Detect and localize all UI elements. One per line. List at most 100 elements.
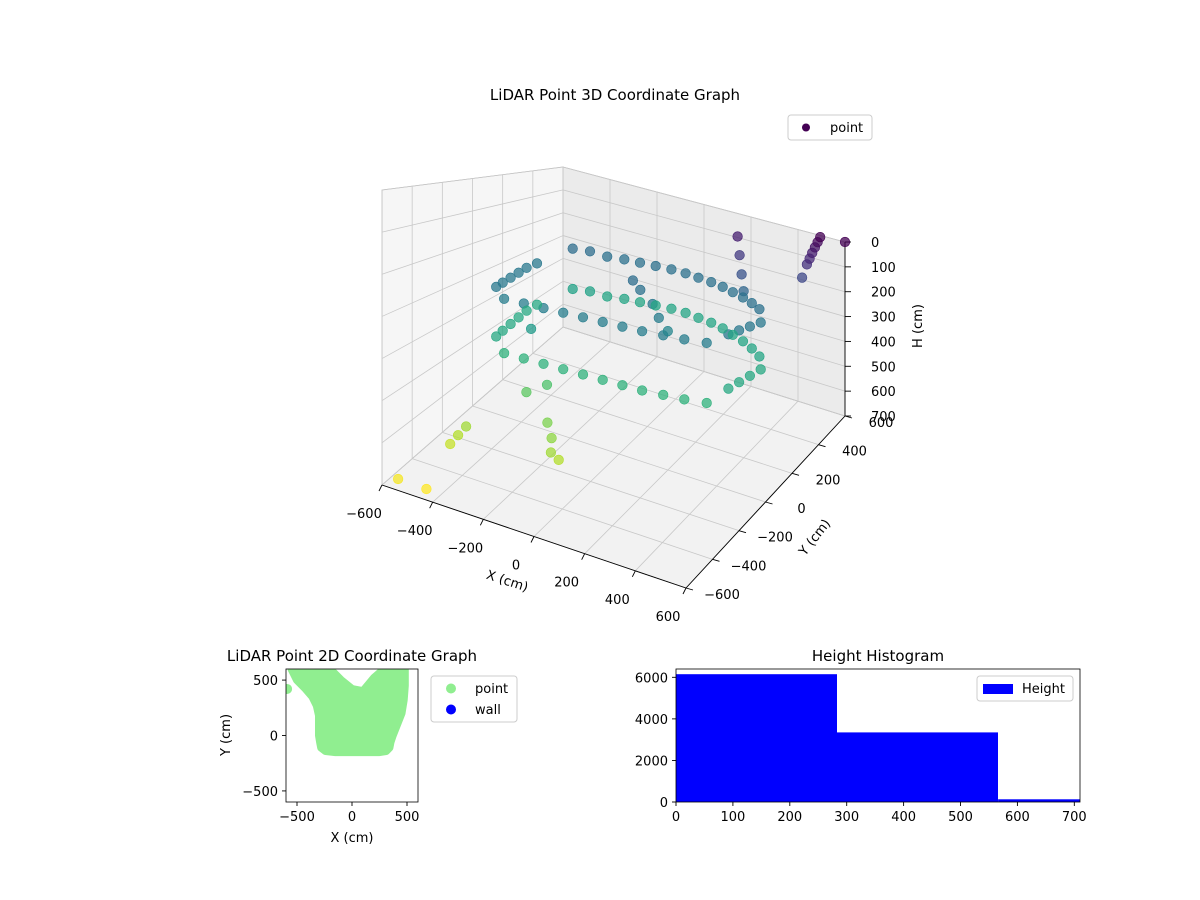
grid-left-z bbox=[381, 326, 564, 486]
tick-label-hist-x: 200 bbox=[777, 810, 802, 825]
point-3d bbox=[717, 323, 728, 334]
point-2d bbox=[286, 683, 293, 694]
chart-3d-legend-box bbox=[787, 114, 873, 141]
point-3d bbox=[617, 321, 628, 332]
tick-label-hist-x: 100 bbox=[720, 810, 745, 825]
chart-3d-title: LiDAR Point 3D Coordinate Graph bbox=[490, 86, 740, 104]
chart-3d-xlabel: X (cm) bbox=[484, 568, 530, 596]
point-3d bbox=[737, 336, 749, 347]
point-3d bbox=[796, 272, 808, 283]
3d-points bbox=[393, 231, 851, 495]
point-3d bbox=[553, 454, 564, 466]
tick-label-x: −200 bbox=[447, 541, 483, 556]
point-3d bbox=[627, 275, 639, 286]
grid-back-z bbox=[562, 166, 846, 243]
point-3d bbox=[636, 326, 648, 337]
point-3d bbox=[597, 316, 608, 328]
grid-back-z bbox=[562, 235, 846, 317]
point-3d bbox=[521, 305, 532, 316]
tick-mark-x bbox=[581, 553, 586, 560]
point-3d bbox=[754, 304, 765, 315]
point-3d bbox=[445, 438, 456, 450]
grid-left-z bbox=[381, 235, 564, 317]
tick-label-2d-x: −500 bbox=[279, 810, 315, 825]
chart-3d-legend-label: point bbox=[830, 121, 863, 136]
grid-back-z bbox=[562, 189, 846, 268]
point-3d bbox=[706, 277, 717, 288]
chart-2d-legend-marker-wall bbox=[446, 704, 456, 715]
point-3d bbox=[693, 312, 704, 323]
tick-label-hist-x: 700 bbox=[1062, 810, 1087, 825]
point-3d bbox=[497, 277, 508, 288]
point-3d bbox=[736, 269, 747, 280]
chart-3d-zlabel: H (cm) bbox=[911, 304, 926, 348]
tick-label-z: 700 bbox=[871, 410, 896, 425]
point-3d bbox=[755, 317, 766, 328]
grid-left-z bbox=[381, 258, 564, 359]
point-3d bbox=[617, 380, 628, 391]
grid-floor-y bbox=[532, 352, 819, 446]
point-3d bbox=[538, 358, 549, 369]
point-3d bbox=[746, 343, 757, 354]
point-3d bbox=[513, 267, 524, 278]
tick-mark-x bbox=[429, 501, 434, 509]
tick-label-hist-x: 0 bbox=[672, 810, 680, 825]
tick-mark-y bbox=[791, 472, 800, 476]
point-3d bbox=[453, 430, 464, 441]
tick-mark-y bbox=[738, 530, 747, 534]
histogram-legend-box bbox=[976, 675, 1074, 702]
point-3d bbox=[693, 272, 704, 283]
point-3d bbox=[602, 251, 613, 262]
chart-2d-legend-label-point: point bbox=[475, 682, 508, 697]
point-3d bbox=[531, 299, 543, 310]
tick-label-z: 100 bbox=[871, 261, 896, 276]
grid-back-z bbox=[562, 258, 846, 342]
point-3d bbox=[546, 433, 557, 444]
tick-label-y: 200 bbox=[816, 473, 841, 488]
histogram-legend: Height bbox=[976, 675, 1074, 702]
point-3d bbox=[733, 377, 745, 388]
point-3d bbox=[706, 317, 717, 328]
point-3d bbox=[513, 312, 524, 323]
grid-back-z bbox=[562, 326, 846, 417]
tick-label-2d-y: 500 bbox=[253, 674, 278, 689]
point-3d bbox=[662, 326, 673, 337]
tick-mark-y bbox=[685, 587, 694, 591]
point-3d bbox=[602, 291, 613, 302]
chart-2d-legend-marker-point bbox=[446, 683, 456, 694]
tick-label-z: 0 bbox=[871, 236, 879, 251]
point-3d bbox=[701, 337, 712, 349]
point-3d bbox=[666, 303, 677, 314]
point-3d bbox=[567, 283, 578, 295]
histogram-frame bbox=[675, 668, 1081, 803]
3d-ticks: −600−400−2000200400600−600−400−200020040… bbox=[346, 236, 896, 625]
point-3d bbox=[636, 385, 648, 396]
histogram-bar bbox=[676, 674, 837, 802]
tick-label-hist-y: 0 bbox=[660, 796, 668, 811]
point-3d bbox=[577, 369, 589, 380]
tick-mark-x bbox=[378, 484, 383, 492]
point-3d bbox=[558, 364, 569, 375]
chart-2d-ticks: −500 0 500 −500 0 500 bbox=[242, 674, 419, 825]
tick-label-hist-y: 4000 bbox=[635, 713, 668, 728]
point-3d bbox=[421, 483, 432, 495]
tick-label-x: 400 bbox=[605, 593, 630, 608]
point-3d bbox=[815, 232, 826, 243]
chart-2d-legend: point wall bbox=[430, 675, 518, 723]
histogram-bar bbox=[998, 799, 1080, 802]
grid-floor-y bbox=[442, 431, 740, 532]
tick-label-2d-x: 0 bbox=[348, 810, 356, 825]
tick-mark-x bbox=[479, 519, 484, 526]
point-3d bbox=[545, 447, 557, 458]
point-3d bbox=[717, 281, 728, 293]
point-3d bbox=[727, 329, 738, 340]
tick-label-y: 400 bbox=[842, 445, 867, 460]
tick-label-hist-y: 6000 bbox=[635, 671, 668, 686]
chart-2d: LiDAR Point 2D Coordinate Graph −500 0 500… bbox=[219, 647, 518, 846]
point-3d bbox=[584, 286, 596, 297]
point-3d bbox=[525, 323, 537, 335]
tick-label-2d-y: 0 bbox=[270, 730, 278, 745]
point-3d bbox=[666, 264, 677, 275]
tick-label-z: 500 bbox=[871, 360, 896, 375]
chart-2d-xlabel: X (cm) bbox=[331, 831, 374, 846]
